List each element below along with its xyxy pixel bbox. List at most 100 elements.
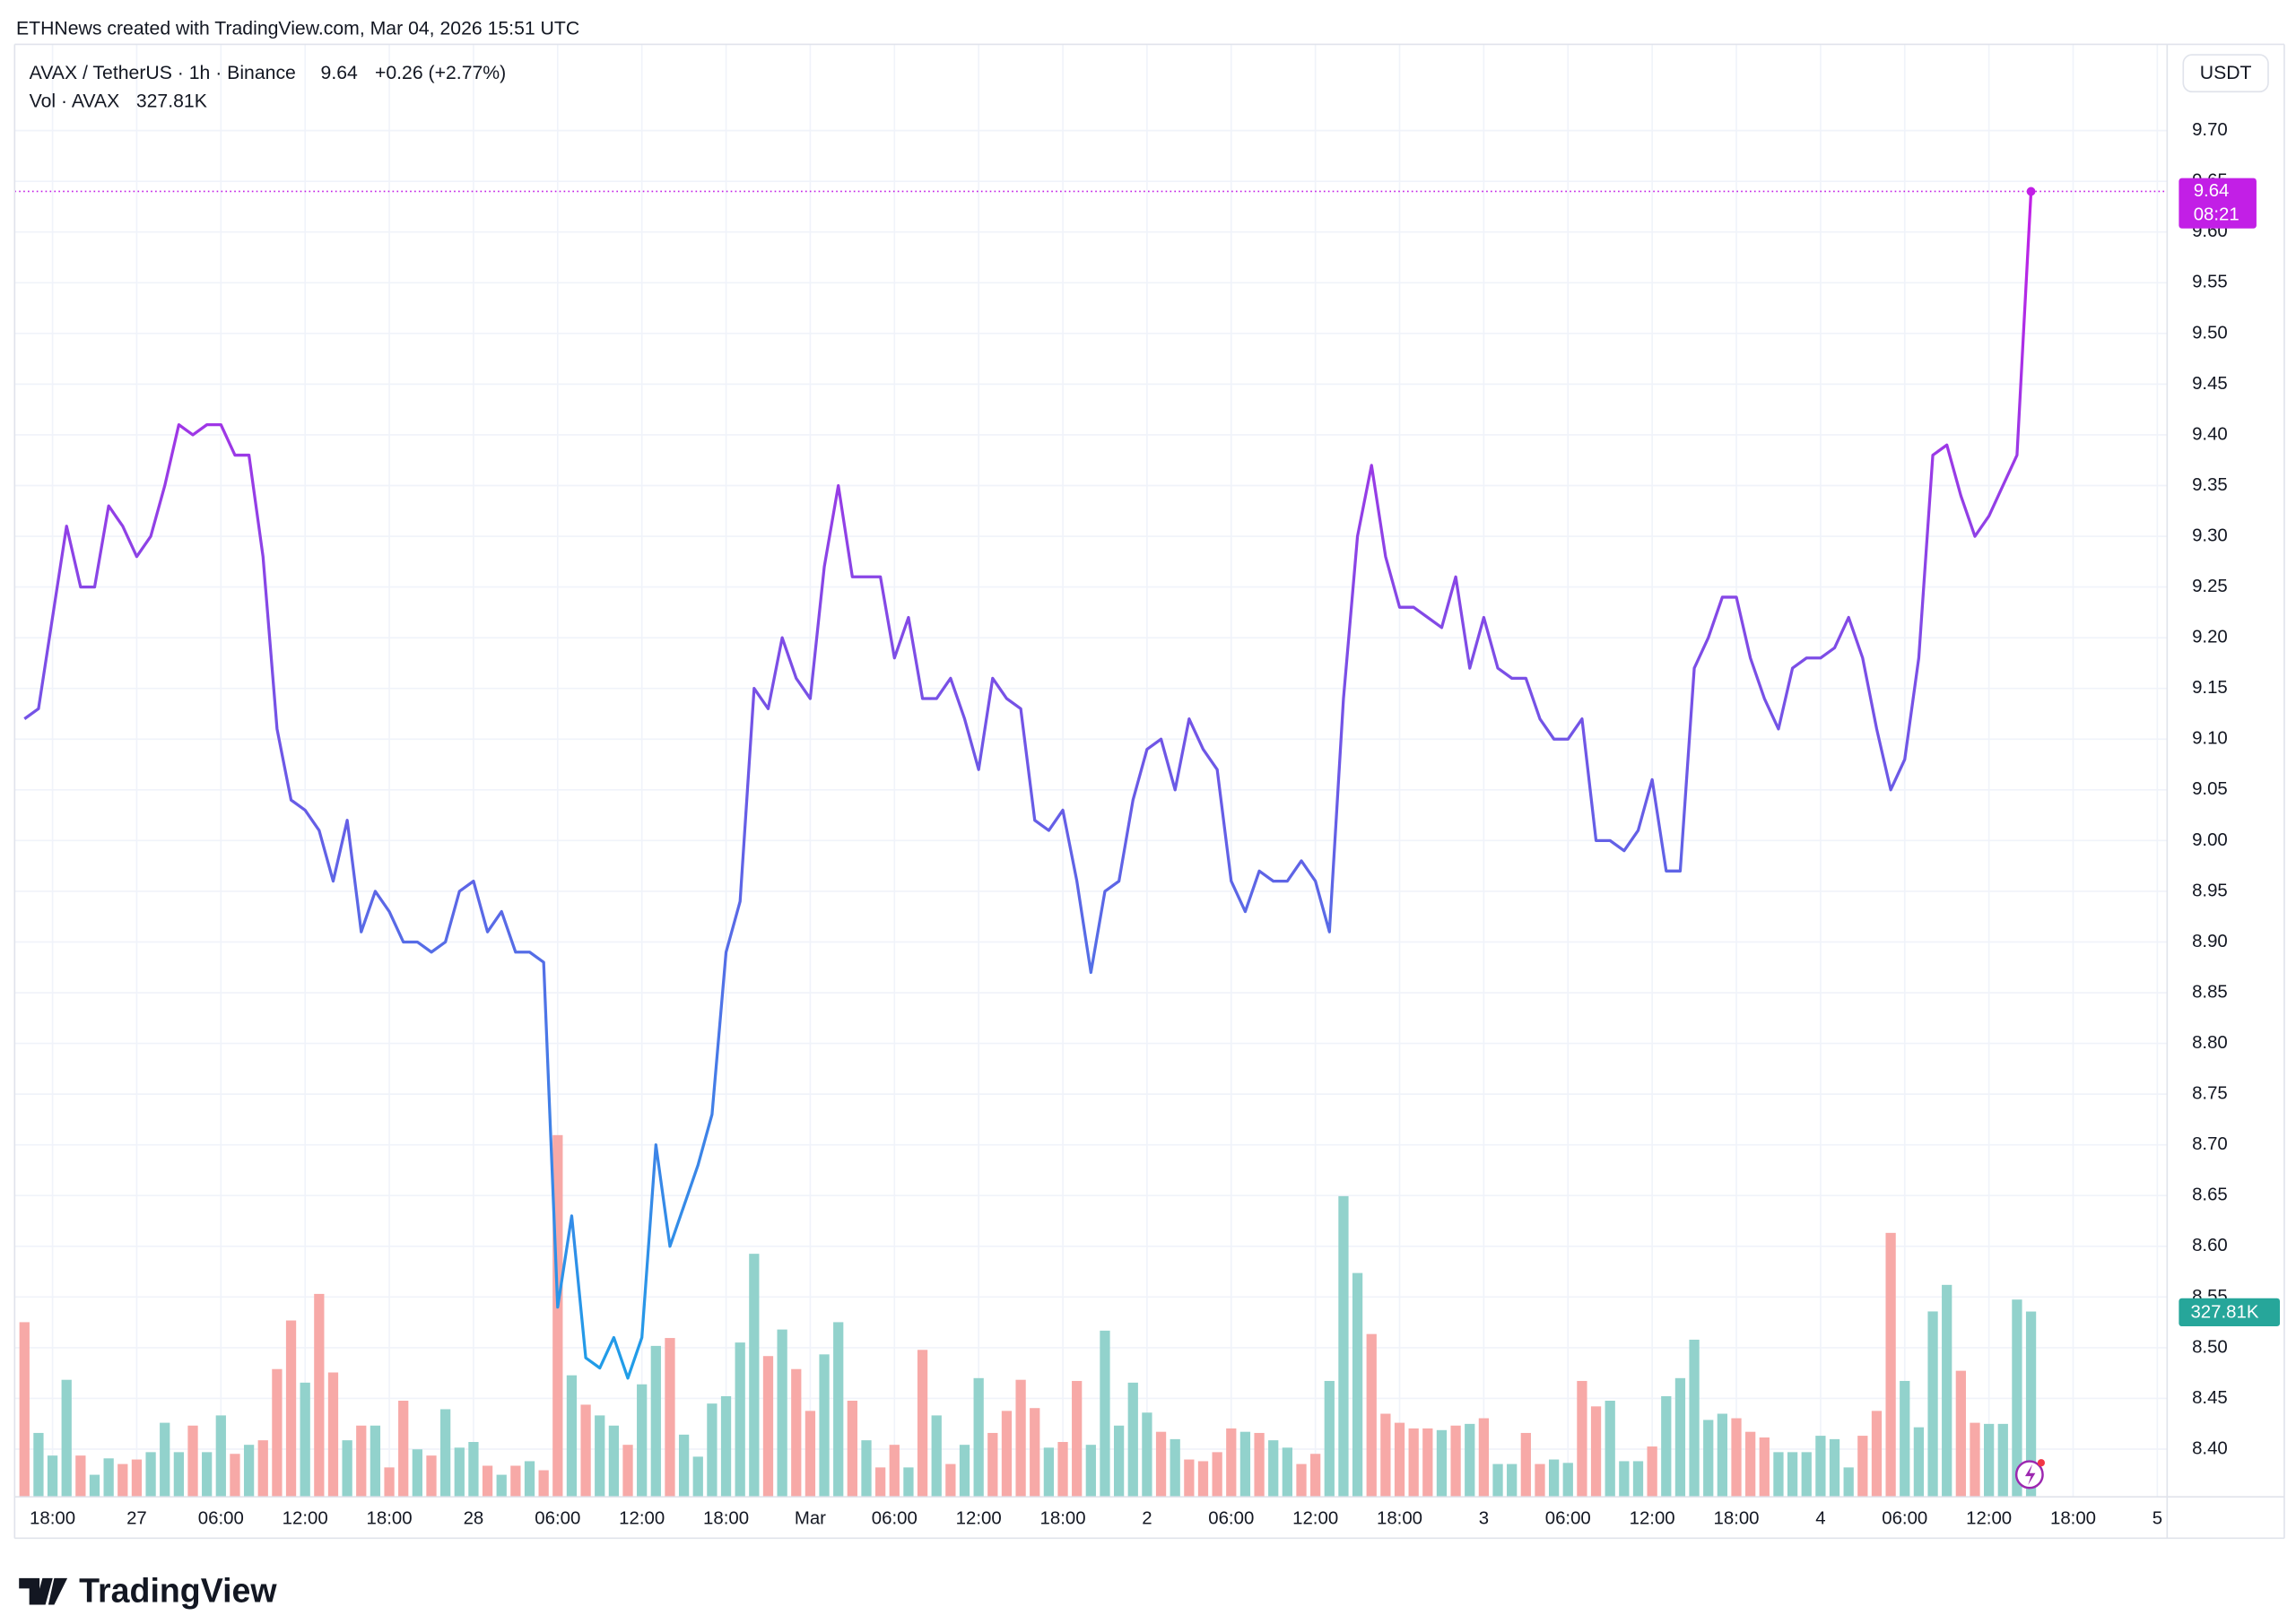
volume-bar [1829,1438,1840,1498]
volume-bar [637,1384,648,1498]
volume-bar [1030,1408,1040,1498]
volume-bar [1661,1395,1672,1498]
volume-bar [272,1368,283,1498]
y-tick-label: 9.50 [2192,322,2228,343]
y-tick-label: 8.75 [2192,1082,2228,1103]
x-tick-label: 18:00 [367,1507,413,1528]
volume-bar [622,1445,633,1498]
volume-tag [2179,1298,2281,1327]
volume-bar [1913,1427,1925,1498]
x-tick-label: 12:00 [1630,1507,1675,1528]
volume-bar [1015,1379,1026,1498]
volume-bar [1619,1461,1630,1498]
volume-bar [1815,1436,1826,1498]
volume-bar [1942,1284,1952,1498]
y-tick-label: 8.65 [2192,1185,2228,1205]
volume-bar [973,1377,984,1498]
y-tick-label: 9.15 [2192,677,2228,698]
volume-bar [1562,1463,1573,1498]
y-tick-label: 9.40 [2192,423,2228,444]
volume-bar [440,1409,451,1498]
volume-bar [468,1442,479,1498]
y-tick-label: 8.90 [2192,931,2228,951]
logo-text: TradingView [79,1571,277,1609]
x-tick-label: 18:00 [30,1507,75,1528]
volume-bar [987,1432,998,1498]
x-tick-label: 2 [1142,1507,1152,1528]
volume-bar [595,1415,605,1498]
volume-bar [412,1449,422,1498]
volume-bar [1072,1380,1083,1498]
volume-bar [889,1445,900,1498]
legend-symbol: AVAX / TetherUS · 1h · Binance [30,62,296,83]
volume-bar [1717,1413,1728,1498]
volume-bar [314,1293,325,1498]
volume-bar [1310,1454,1321,1498]
volume-bar [1745,1431,1756,1498]
volume-bar [1492,1463,1503,1498]
volume-bar [1127,1382,1138,1498]
x-tick-label: 18:00 [1377,1507,1422,1528]
volume-bar [1674,1377,1686,1498]
volume-bar [1057,1442,1068,1498]
volume-bar [1155,1431,1167,1498]
volume-bar [861,1440,872,1498]
y-tick-label: 9.70 [2192,119,2228,140]
volume-bar [398,1401,409,1498]
x-tick-label: 4 [1815,1507,1825,1528]
volume-bar [327,1372,339,1498]
volume-bar [1759,1437,1770,1498]
volume-bar [847,1401,857,1498]
y-tick-label: 9.25 [2192,576,2228,596]
volume-bar [1226,1428,1237,1498]
price-tag [2179,178,2257,229]
volume-bar [173,1452,185,1498]
volume-bar [524,1461,535,1498]
x-tick-label: 18:00 [703,1507,749,1528]
volume-bar [215,1415,226,1498]
volume-bar [47,1455,58,1498]
volume-bar [1085,1445,1096,1498]
volume-bar [819,1354,830,1498]
volume-bar [496,1474,507,1498]
volume-bar [608,1425,620,1498]
volume-bar [1577,1380,1587,1498]
volume-bar [735,1342,745,1498]
price-tag-value: 9.64 [2194,180,2230,201]
volume-bar [1254,1432,1265,1498]
volume-bar [1408,1428,1419,1498]
replay-icon[interactable] [2014,1459,2045,1489]
legend-price: 9.64 [321,62,358,83]
x-tick-label: 18:00 [2050,1507,2096,1528]
y-tick-label: 8.50 [2192,1336,2228,1357]
volume-bar [2025,1311,2037,1498]
volume-bar [1983,1423,1995,1498]
x-tick-label: 06:00 [535,1507,580,1528]
volume-bar [1647,1446,1657,1498]
volume-bar [804,1411,816,1498]
x-tick-label: 12:00 [283,1507,328,1528]
volume-bar [342,1440,352,1498]
volume-bar [1422,1428,1433,1498]
volume-bar [777,1329,787,1498]
volume-bar [749,1254,760,1498]
x-tick-label: 06:00 [1208,1507,1254,1528]
logo-icon [19,1577,68,1605]
volume-bar [243,1445,255,1498]
volume-bar [1773,1452,1784,1498]
volume-bar [1394,1422,1405,1498]
y-tick-label: 9.45 [2192,373,2228,394]
plot [14,187,2168,1380]
x-tick-label: 28 [464,1507,484,1528]
volume-bar [1212,1452,1222,1498]
volume-bar [285,1320,297,1498]
logo: TradingView [19,1571,277,1609]
x-tick-label: 5 [2152,1507,2162,1528]
volume-bar [1787,1452,1798,1498]
currency-button[interactable] [2182,54,2269,93]
volume-bar [1970,1422,1980,1498]
y-tick-label: 9.55 [2192,272,2228,292]
volume-bar [1703,1420,1714,1498]
